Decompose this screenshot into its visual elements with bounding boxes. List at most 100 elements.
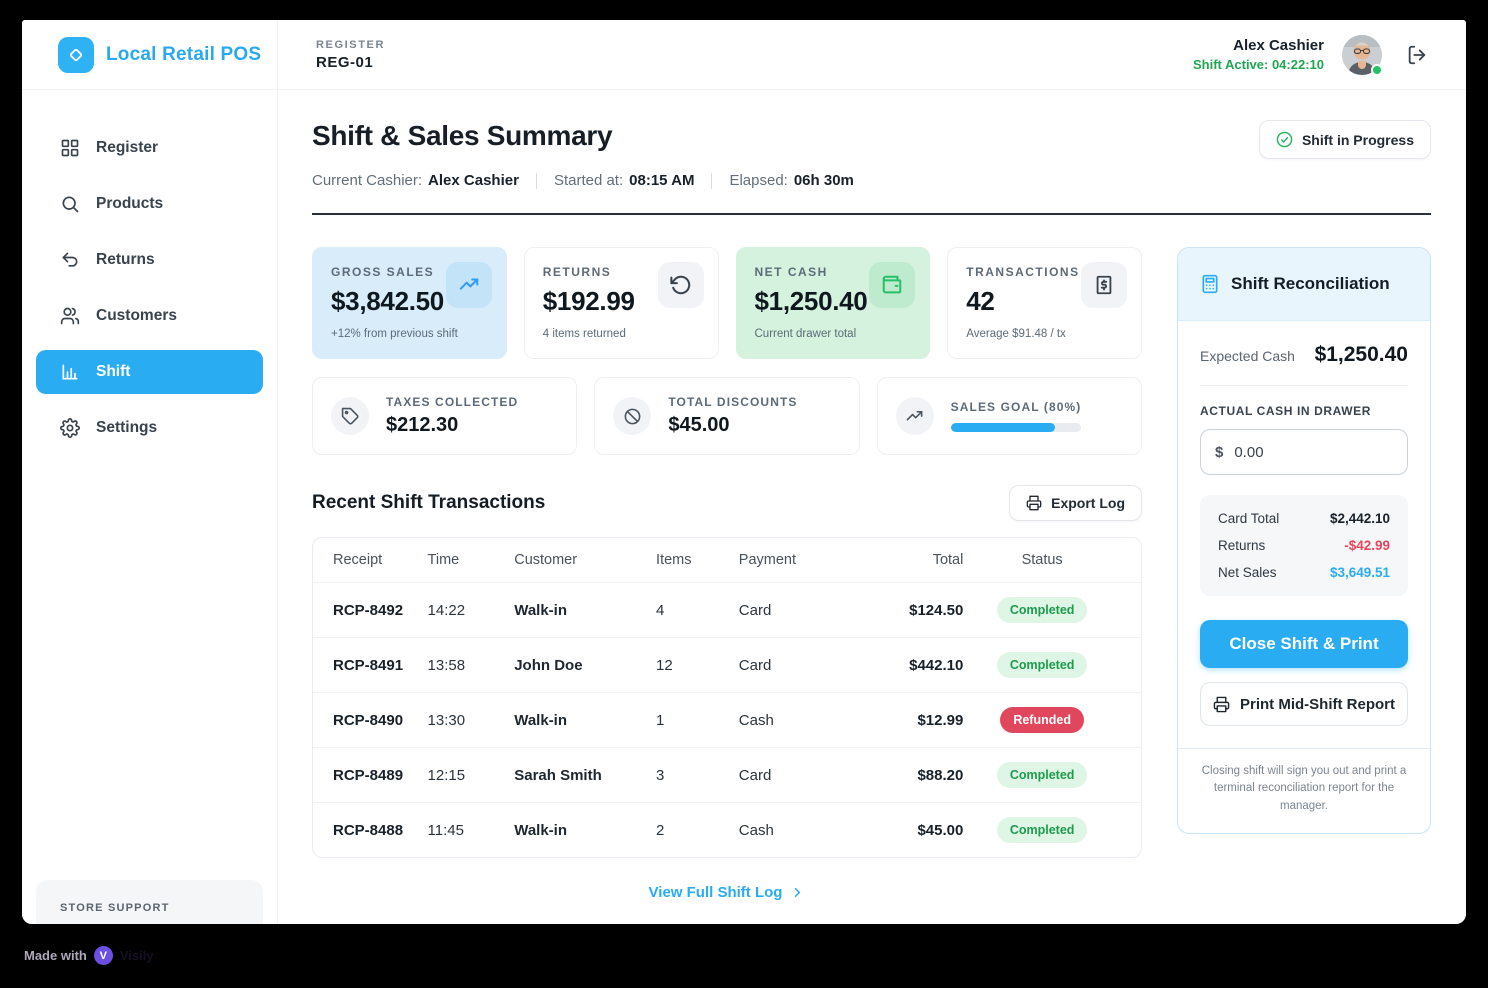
table-row[interactable]: RCP-8488 11:45 Walk-in 2 Cash $45.00 Com… [313,802,1141,857]
stat-label: TRANSACTIONS [966,265,1080,279]
transactions-heading: Recent Shift Transactions [312,492,546,513]
payment-cell: Cash [738,821,774,839]
page-meta: Current Cashier: Alex Cashier Started at:… [312,172,1431,189]
actual-cash-input[interactable] [1234,443,1393,461]
total-cell: $442.10 [909,656,964,674]
reconciliation-note: Closing shift will sign you out and prin… [1201,765,1407,812]
meta-value-cashier: Alex Cashier [428,172,519,189]
sidebar-item-returns[interactable]: Returns [36,238,263,282]
stat-label: GROSS SALES [331,265,435,279]
time-cell: 13:58 [427,656,466,674]
watermark-text: Made with [24,948,87,963]
view-full-shift-log-link[interactable]: View Full Shift Log [649,884,806,901]
receipt-cell: RCP-8488 [333,821,404,839]
summary-value-card-total: $2,442.10 [1329,511,1390,526]
expected-cash-value: $1,250.40 [1314,343,1408,366]
rotate-ccw-icon [657,262,704,308]
meta-divider [535,172,537,189]
reconciliation-header: Shift Reconciliation [1178,248,1430,321]
grid-icon [60,138,80,158]
column-header: Time [427,552,460,568]
stat-card-net-cash: NET CASH $1,250.40 Current drawer total [735,247,931,359]
visily-logo-icon: V [93,946,113,965]
meta-label: Elapsed: [729,172,788,189]
payment-cell: Card [738,656,772,674]
close-shift-print-button[interactable]: Close Shift & Print [1200,620,1408,668]
meta-value-started: 08:15 AM [629,172,695,189]
substat-value: $45.00 [668,414,730,436]
printer-icon [1026,495,1042,511]
shift-active-timer: Shift Active: 04:22:10 [1192,57,1324,72]
table-row[interactable]: RCP-8489 12:15 Sarah Smith 3 Card $88.20… [313,747,1141,802]
stat-card-returns: RETURNS $192.99 4 items returned [523,247,719,359]
items-cell: 12 [656,656,673,674]
stat-label: RETURNS [542,265,612,279]
avatar-image [1342,34,1382,75]
sidebar-item-label: Shift [96,363,131,380]
stat-value: $3,842.50 [331,286,444,316]
table-row[interactable]: RCP-8490 13:30 Walk-in 1 Cash $12.99 Ref… [313,692,1141,747]
user-name: Alex Cashier [1233,37,1324,54]
table-row[interactable]: RCP-8492 14:22 Walk-in 4 Card $124.50 Co… [313,582,1141,637]
table-row[interactable]: RCP-8491 13:58 John Doe 12 Card $442.10 … [313,637,1141,692]
actual-cash-label: ACTUAL CASH IN DRAWER [1200,404,1372,418]
brand-zone: Local Retail POS [22,20,278,89]
sidebar-item-label: Settings [96,419,158,436]
sales-goal-progress-fill [950,423,1055,432]
receipt-cell: RCP-8490 [333,711,404,729]
status-badge: Completed [996,597,1088,623]
status-badge: Completed [996,652,1088,678]
items-cell: 4 [656,601,665,619]
status-badge: Completed [996,817,1088,843]
sidebar-item-customers[interactable]: Customers [36,294,263,338]
customer-cell: Sarah Smith [514,766,602,784]
sidebar-item-register[interactable]: Register [36,126,263,170]
sidebar-item-shift[interactable]: Shift [36,350,263,394]
receipt-cell: RCP-8489 [333,766,404,784]
chevron-right-icon [795,887,801,898]
sidebar-item-settings[interactable]: Settings [36,406,263,450]
summary-value-net-sales: $3,649.51 [1329,565,1390,580]
avatar[interactable] [1342,34,1383,76]
cash-input-wrap: $ [1200,429,1408,475]
time-cell: 14:22 [427,601,466,619]
stat-sub: Current drawer total [754,328,857,340]
store-support-label: STORE SUPPORT [60,902,170,914]
payment-cell: Cash [738,711,774,729]
register-block: REGISTER REG-01 [316,39,385,71]
trending-up-icon [445,262,492,308]
export-log-button[interactable]: Export Log [1009,485,1142,521]
column-header: Total [932,552,964,568]
transactions-table: Receipt Time Customer Items Payment Tota… [312,537,1142,858]
stat-value: $1,250.40 [754,286,868,316]
total-cell: $124.50 [909,601,964,619]
sidebar-item-label: Customers [96,307,177,324]
shift-in-progress-label: Shift in Progress [1301,131,1414,148]
total-cell: $45.00 [917,821,964,839]
store-support-box[interactable]: STORE SUPPORT [36,880,263,924]
print-mid-shift-report-button[interactable]: Print Mid-Shift Report [1200,682,1408,726]
top-bar: Local Retail POS REGISTER REG-01 Alex Ca… [22,20,1466,90]
summary-label: Card Total [1218,511,1280,526]
substat-card-sales-goal: SALES GOAL (80%) [876,377,1142,455]
shift-in-progress-badge[interactable]: Shift in Progress [1258,120,1431,159]
register-id: REG-01 [316,53,374,71]
logout-button[interactable] [1406,44,1428,66]
meta-divider [711,172,713,189]
total-cell: $88.20 [917,766,964,784]
items-cell: 2 [656,821,665,839]
search-icon [60,194,80,214]
logout-icon [1408,45,1426,64]
shift-reconciliation-panel: Shift Reconciliation Expected Cash $1,25… [1177,247,1431,834]
time-cell: 11:45 [427,821,464,839]
calculator-icon [1202,274,1218,294]
meta-value-elapsed: 06h 30m [793,172,854,189]
customer-cell: Walk-in [514,821,567,839]
wallet-icon [869,262,916,308]
sidebar-item-products[interactable]: Products [36,182,263,226]
stat-card-gross-sales: GROSS SALES $3,842.50 +12% from previous… [312,247,507,359]
user-meta: Alex Cashier Shift Active: 04:22:10 [1193,37,1324,72]
app-window: Local Retail POS REGISTER REG-01 Alex Ca… [22,20,1466,924]
status-badge: Completed [996,762,1088,788]
expected-cash-label: Expected Cash [1200,348,1295,364]
